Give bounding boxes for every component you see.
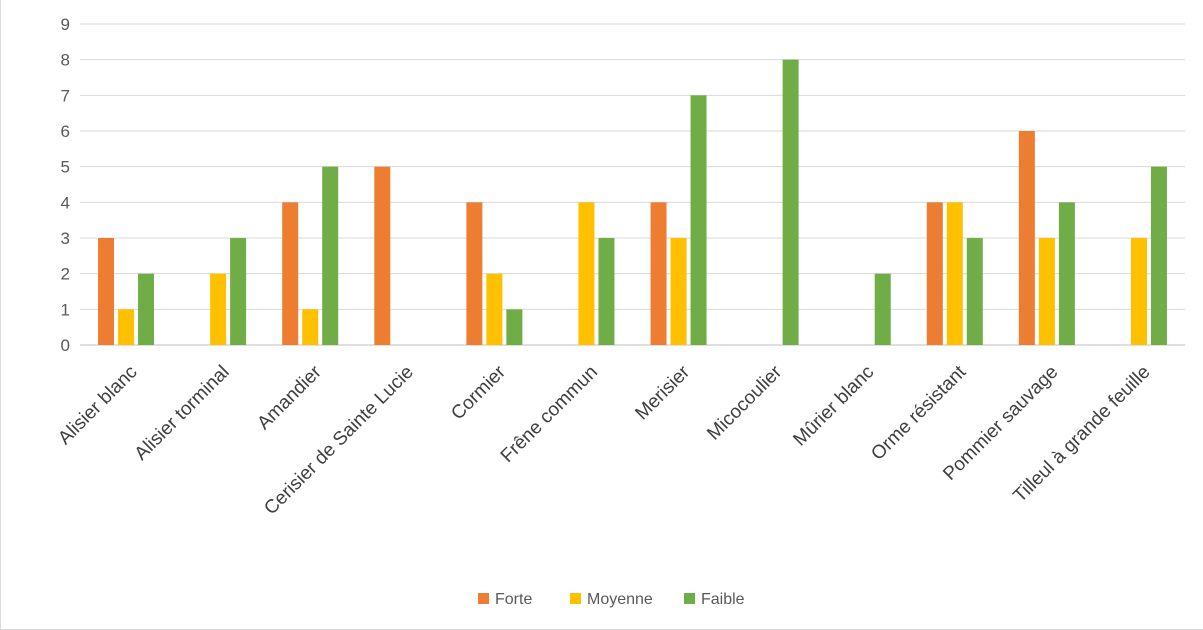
bar-faible-9 bbox=[874, 273, 891, 345]
legend-label-moyenne: Moyenne bbox=[587, 591, 653, 608]
x-tick-label: Micocoulier bbox=[703, 361, 786, 444]
bar-moyenne-2 bbox=[210, 273, 227, 345]
x-tick-label: Mûrier blanc bbox=[789, 362, 878, 451]
legend-swatch-moyenne bbox=[570, 593, 581, 604]
y-tick-label: 8 bbox=[61, 51, 70, 70]
bar-forte-3 bbox=[282, 202, 299, 345]
x-tick-label: Cormier bbox=[447, 361, 510, 424]
y-axis: 0 1 2 3 4 5 6 7 8 9 bbox=[61, 15, 70, 355]
bar-faible-2 bbox=[230, 238, 247, 345]
x-tick-label: Alisier torminal bbox=[131, 362, 234, 465]
y-tick-label: 4 bbox=[61, 193, 70, 212]
bar-moyenne-10 bbox=[946, 202, 963, 345]
gridlines bbox=[80, 23, 1185, 346]
legend: Forte Moyenne Faible bbox=[478, 591, 745, 608]
legend-label-faible: Faible bbox=[701, 591, 745, 608]
legend-swatch-forte bbox=[478, 593, 489, 604]
bar-faible-11 bbox=[1058, 202, 1075, 345]
bar-faible-12 bbox=[1150, 166, 1167, 345]
x-tick-label: Alisier blanc bbox=[54, 362, 141, 449]
y-tick-label: 0 bbox=[61, 336, 70, 355]
bar-moyenne-7 bbox=[670, 238, 687, 345]
bar-forte-1 bbox=[98, 238, 115, 345]
bar-faible-6 bbox=[598, 238, 615, 345]
bar-faible-8 bbox=[782, 59, 799, 346]
bar-forte-11 bbox=[1018, 131, 1035, 345]
y-tick-label: 6 bbox=[61, 122, 70, 141]
bar-faible-3 bbox=[322, 166, 339, 345]
bar-faible-7 bbox=[690, 95, 707, 345]
x-tick-label: Cerisier de Sainte Lucie bbox=[260, 362, 417, 519]
y-tick-label: 9 bbox=[61, 15, 70, 34]
y-tick-label: 5 bbox=[61, 158, 70, 177]
y-tick-label: 3 bbox=[61, 229, 70, 248]
bar-faible-10 bbox=[966, 238, 983, 345]
bars bbox=[98, 59, 1167, 346]
x-tick-label: Orme résistant bbox=[867, 361, 970, 464]
bar-faible-1 bbox=[138, 273, 155, 345]
bar-moyenne-11 bbox=[1038, 238, 1055, 345]
bar-faible-5 bbox=[506, 309, 523, 345]
bar-forte-5 bbox=[466, 202, 483, 345]
bar-moyenne-1 bbox=[118, 309, 135, 345]
bar-moyenne-5 bbox=[486, 273, 503, 345]
y-tick-label: 1 bbox=[61, 300, 70, 319]
legend-label-forte: Forte bbox=[495, 591, 532, 608]
legend-swatch-faible bbox=[684, 593, 695, 604]
bar-moyenne-6 bbox=[578, 202, 595, 345]
x-tick-label: Merisier bbox=[631, 361, 694, 424]
bar-forte-10 bbox=[926, 202, 943, 345]
bar-forte-4 bbox=[374, 166, 391, 345]
x-tick-label: Amandier bbox=[253, 361, 326, 434]
y-tick-label: 7 bbox=[61, 86, 70, 105]
y-tick-label: 2 bbox=[61, 265, 70, 284]
bar-moyenne-3 bbox=[302, 309, 319, 345]
x-tick-label: Frêne commun bbox=[497, 362, 602, 467]
bar-forte-7 bbox=[650, 202, 667, 345]
bar-moyenne-12 bbox=[1130, 238, 1147, 345]
